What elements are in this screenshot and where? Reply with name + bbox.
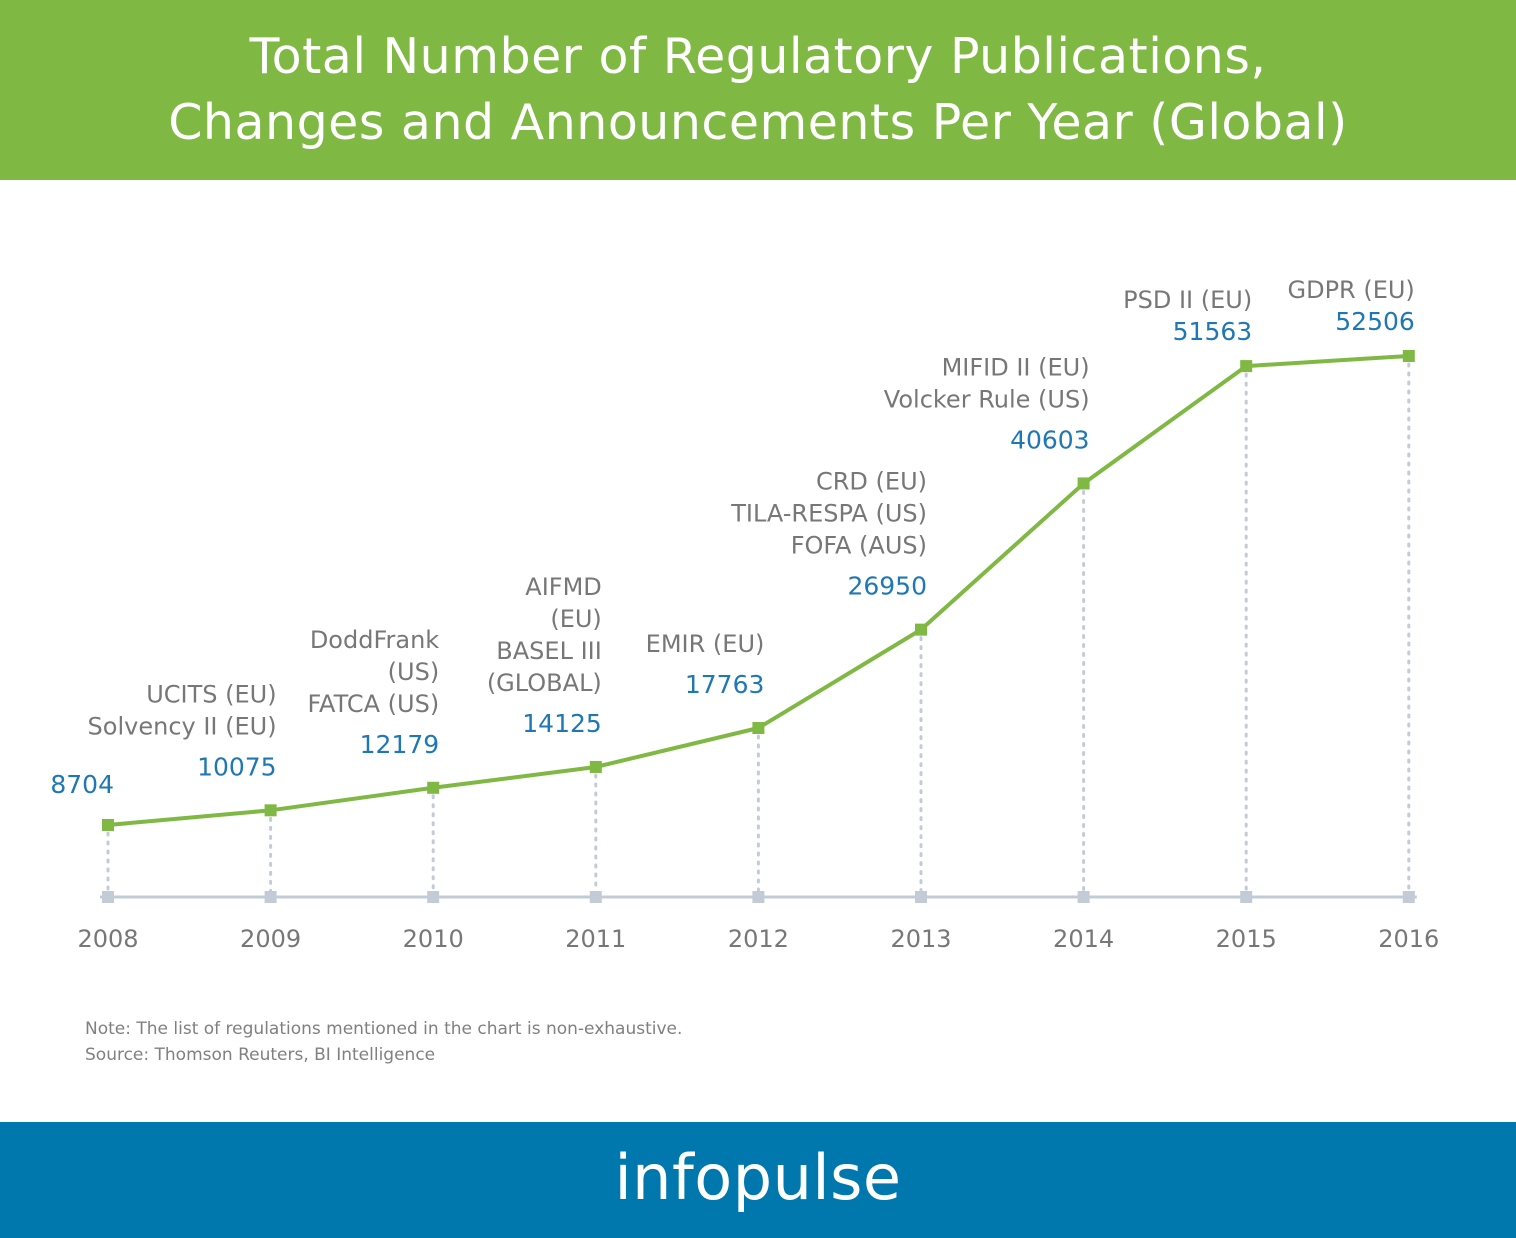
tick-label-2011: 2011 [565, 925, 626, 953]
tick-label-2015: 2015 [1216, 925, 1277, 953]
axis-marker-2013 [915, 891, 927, 903]
annotation-2015-1: PSD II (EU) [1123, 286, 1252, 314]
chart-title: Total Number of Regulatory Publications,… [168, 24, 1348, 156]
annotation-2016-1: GDPR (EU) [1287, 276, 1414, 304]
value-label-2015: 51563 [1173, 317, 1253, 346]
data-point-2013 [915, 623, 927, 636]
annotation-2010-1: DoddFrank [310, 626, 439, 654]
tick-label-2014: 2014 [1053, 925, 1114, 953]
dotted-guides [106, 362, 1411, 893]
annotation-2013-2: TILA-RESPA (US) [730, 500, 927, 528]
note-text: Note: The list of regulations mentioned … [85, 1019, 683, 1039]
axis-marker-2014 [1077, 891, 1090, 903]
infopulse-logo: infopulse [614, 1140, 902, 1214]
axis-marker-2016 [1402, 891, 1415, 903]
line-chart: 2008 2009 2010 2011 2012 2013 2014 2015 2016 870… [50, 276, 1439, 953]
data-point-2016 [1402, 350, 1415, 362]
axis-marker-2008 [102, 891, 114, 903]
value-label-2008: 8704 [50, 770, 114, 799]
value-label-2013: 26950 [847, 572, 927, 601]
chart-title-line-2: Changes and Announcements Per Year (Glob… [168, 94, 1348, 151]
annotation-2012-1: EMIR (EU) [646, 630, 765, 658]
x-axis-ticks: 2008 2009 2010 2011 2012 2013 2014 2015 2016 [77, 925, 1439, 953]
tick-label-2008: 2008 [77, 925, 138, 953]
chart-title-line-1: Total Number of Regulatory Publications, [249, 28, 1267, 85]
regulation-annotations: UCITS (EU) Solvency II (EU) DoddFrank (US) F… [88, 276, 1415, 740]
tick-label-2010: 2010 [403, 925, 464, 953]
data-points [102, 350, 1415, 831]
data-point-2009 [264, 804, 277, 817]
data-point-2011 [589, 760, 602, 773]
value-label-2016: 52506 [1335, 307, 1415, 336]
data-point-2008 [102, 819, 114, 831]
tick-label-2009: 2009 [240, 925, 301, 953]
axis-marker-2011 [589, 891, 602, 903]
annotation-2013-3: FOFA (AUS) [791, 532, 927, 560]
footer-banner: infopulse [0, 1122, 1516, 1238]
notes: Note: The list of regulations mentioned … [85, 1016, 682, 1068]
data-point-2015 [1240, 360, 1253, 373]
tick-label-2012: 2012 [728, 925, 789, 953]
value-labels: 8704 10075 12179 14125 17763 26950 40603 51563 5… [50, 307, 1414, 799]
annotation-2011-3: BASEL III [496, 637, 602, 665]
axis-marker-2009 [264, 891, 277, 903]
annotation-2010-3: FATCA (US) [307, 690, 439, 718]
value-label-2009: 10075 [197, 752, 277, 781]
axis-marker-2015 [1240, 891, 1253, 903]
axis-marker-2012 [752, 891, 765, 903]
axis-marker-2010 [427, 891, 440, 903]
annotation-2010-2: (US) [388, 658, 440, 686]
annotation-2014-2: Volcker Rule (US) [884, 385, 1090, 413]
value-label-2011: 14125 [522, 709, 602, 738]
annotation-2014-1: MIFID II (EU) [942, 353, 1090, 381]
value-label-2010: 12179 [360, 730, 440, 759]
data-point-2012 [752, 722, 765, 735]
data-point-2014 [1077, 477, 1090, 490]
annotation-2011-2: (EU) [550, 605, 601, 633]
annotation-2009-2: Solvency II (EU) [88, 712, 277, 740]
value-label-2012: 17763 [685, 670, 765, 699]
value-label-2014: 40603 [1010, 425, 1090, 454]
annotation-2009-1: UCITS (EU) [146, 680, 276, 708]
data-point-2010 [427, 781, 440, 794]
x-axis-markers [102, 891, 1415, 903]
annotation-2013-1: CRD (EU) [816, 468, 927, 496]
source-text: Source: Thomson Reuters, BI Intelligence [85, 1045, 436, 1065]
annotation-2011-1: AIFMD [525, 573, 602, 601]
tick-label-2013: 2013 [890, 925, 951, 953]
header-banner: Total Number of Regulatory Publications,… [0, 0, 1516, 180]
tick-label-2016: 2016 [1378, 925, 1439, 953]
annotation-2011-4: (GLOBAL) [487, 669, 602, 697]
